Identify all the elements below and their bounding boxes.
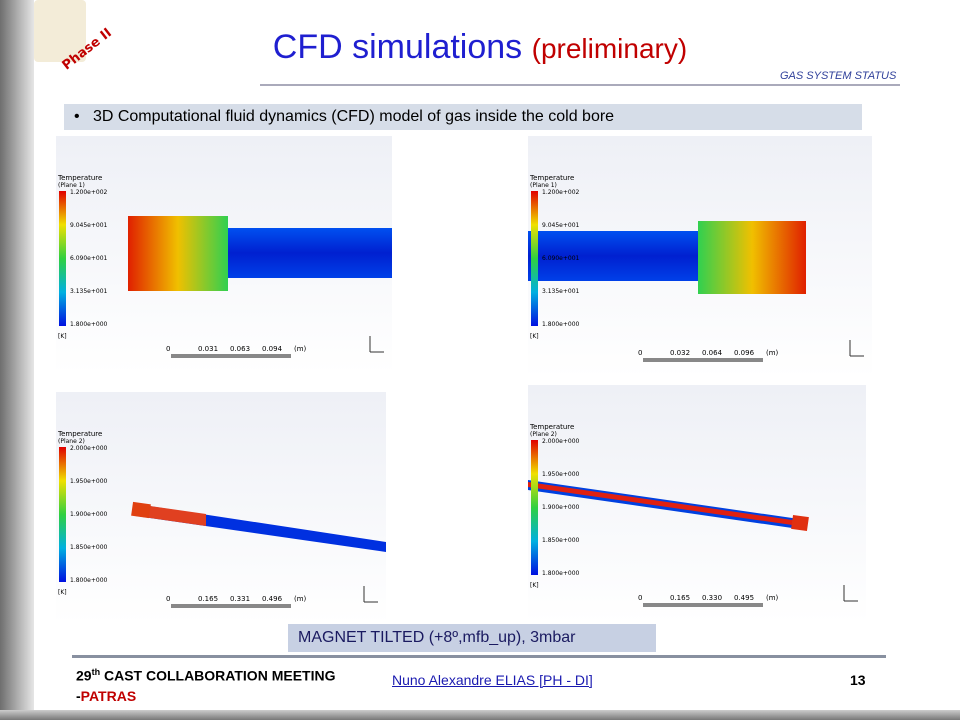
scale-label: 0.495 — [734, 594, 754, 602]
page-number: 13 — [850, 672, 866, 688]
legend-value: 1.800e+000 — [70, 577, 108, 584]
title-main: CFD simulations — [272, 28, 523, 66]
scale-label: 0 — [166, 345, 170, 353]
panel-drawing: Temperature(Plane 2)2.000e+000 1.950e+000… — [528, 423, 858, 607]
meeting: 29th CAST COLLABORATION MEETING -PATRAS — [76, 662, 336, 706]
legend-value: 2.000e+000 — [542, 438, 580, 445]
meeting-place: PATRAS — [80, 687, 137, 704]
meeting-num: 29 — [76, 667, 92, 684]
scale-label: 0.331 — [230, 595, 250, 603]
section-label: GAS SYSTEM STATUS — [780, 70, 897, 82]
legend-subtitle: (Plane 1) — [58, 182, 85, 189]
header-rule — [260, 84, 900, 86]
legend-value: 1.800e+000 — [542, 321, 580, 328]
scale-label: 0 — [638, 349, 642, 357]
scale-label: (m) — [294, 345, 307, 353]
legend-value: 6.090e+001 — [70, 255, 108, 262]
legend-value: 1.950e+000 — [70, 478, 108, 485]
scale-label: 0 — [638, 594, 642, 602]
bottom-bar — [0, 710, 960, 720]
legend-value: 1.800e+000 — [542, 570, 580, 577]
legend-value: 2.000e+000 — [70, 445, 108, 452]
legend-value: 3.135e+001 — [542, 288, 580, 295]
simulation-panel: Temperature (Plane 1) 1.200e+002 9.045e+001… — [56, 136, 392, 374]
panel-drawing: Temperature(Plane 1)1.200e+002 9.045e+001… — [528, 174, 864, 362]
title-suffix: (preliminary) — [531, 33, 688, 64]
scale-label: 0.031 — [198, 345, 218, 353]
panel-drawing: Temperature(Plane 1)1.200e+002 9.045e+001… — [57, 174, 392, 358]
scale-label: 0.063 — [230, 345, 250, 353]
scale-label: 0.064 — [702, 349, 723, 357]
legend-value: 1.900e+000 — [542, 504, 580, 511]
legend-title: Temperature — [529, 423, 574, 431]
scale-label: (m) — [294, 595, 307, 603]
legend-value: 1.850e+000 — [542, 537, 580, 544]
legend-unit: [K] — [530, 333, 539, 340]
meeting-text: CAST COLLABORATION MEETING - — [76, 667, 336, 704]
footer-rule — [72, 655, 886, 658]
scale-label: (m) — [766, 349, 779, 357]
bullet-text: 3D Computational fluid dynamics (CFD) mo… — [92, 108, 615, 125]
scale-label: 0 — [166, 595, 170, 603]
legend-value: 1.200e+002 — [542, 189, 580, 196]
legend-value: 3.135e+001 — [70, 288, 108, 295]
legend-subtitle: (Plane 1) — [530, 182, 557, 189]
legend-value: 1.200e+002 — [70, 189, 108, 196]
legend-subtitle: (Plane 2) — [530, 431, 557, 438]
logo — [34, 0, 86, 62]
simulation-panel: Temperature (Plane 1) 1.200e+002 9.045e+001… — [528, 136, 872, 378]
simulation-panel: Temperature (Plane 2) 2.000e+000 1.950e+000… — [56, 392, 386, 624]
legend-value: 1.900e+000 — [70, 511, 108, 518]
legend-value: 6.090e+001 — [542, 255, 580, 262]
scale-label: 0.330 — [702, 594, 722, 602]
bullet: • 3D Computational fluid dynamics (CFD) … — [64, 104, 862, 130]
scale-label: 0.096 — [734, 349, 755, 357]
legend-value: 1.950e+000 — [542, 471, 580, 478]
legend-unit: [K] — [530, 582, 539, 589]
simulation-panel: Temperature (Plane 2) 2.000e+000 1.950e+000… — [528, 385, 866, 623]
scale-label: 0.496 — [262, 595, 283, 603]
caption: MAGNET TILTED (+8º,mfb_up), 3mbar — [288, 624, 656, 652]
title: CFD simulations (preliminary) — [0, 28, 960, 67]
panel-drawing: Temperature(Plane 2)2.000e+000 1.950e+000… — [57, 430, 386, 608]
legend-value: 1.800e+000 — [70, 321, 108, 328]
meeting-sup: th — [91, 667, 101, 677]
scale-label: 0.165 — [670, 594, 690, 602]
legend-subtitle: (Plane 2) — [58, 438, 85, 445]
legend-title: Temperature — [57, 174, 102, 182]
legend-title: Temperature — [57, 430, 102, 438]
side-strip — [0, 0, 34, 720]
scale-label: (m) — [766, 594, 779, 602]
scale-label: 0.094 — [262, 345, 283, 353]
scale-label: 0.165 — [198, 595, 218, 603]
legend-value: 1.850e+000 — [70, 544, 108, 551]
legend-unit: [K] — [58, 333, 67, 340]
author-link[interactable]: Nuno Alexandre ELIAS [PH - DI] — [392, 672, 593, 688]
legend-value: 9.045e+001 — [70, 222, 108, 229]
scale-label: 0.032 — [670, 349, 690, 357]
legend-title: Temperature — [529, 174, 574, 182]
legend-unit: [K] — [58, 589, 67, 596]
legend-value: 9.045e+001 — [542, 222, 580, 229]
